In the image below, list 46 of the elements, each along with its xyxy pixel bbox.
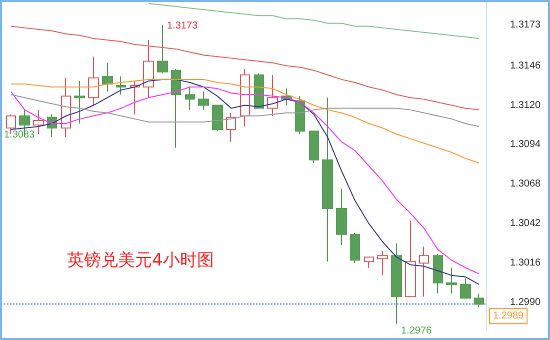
candlestick	[254, 72, 264, 109]
candlestick	[295, 96, 305, 135]
candlestick	[460, 278, 471, 299]
candlestick	[240, 68, 250, 128]
candlestick	[74, 80, 85, 124]
candlestick	[267, 74, 278, 116]
text: 英镑兑美元4小时图	[67, 250, 214, 270]
candlestick	[88, 56, 99, 106]
y-tick-label: 1.3146	[510, 60, 542, 72]
candlestick	[185, 86, 195, 110]
annotation: 1.3173	[167, 20, 198, 32]
y-tick-label: 1.3173	[510, 19, 542, 30]
candlestick	[446, 267, 457, 294]
candlestick	[419, 246, 429, 298]
candlestick	[350, 232, 360, 264]
line-series	[148, 3, 480, 39]
candlestick	[143, 39, 154, 98]
candlestick	[61, 77, 71, 138]
candlestick	[157, 24, 168, 74]
candlestick	[474, 293, 484, 308]
annotation: 1.2976	[401, 326, 432, 336]
line-series	[10, 94, 480, 128]
candlestick	[322, 97, 333, 262]
candlestick	[171, 68, 181, 148]
y-tick-label: 1.2990	[510, 297, 542, 308]
y-tick-label: 1.3120	[510, 100, 542, 111]
candlestick	[116, 76, 126, 96]
y-tick-label: 1.3042	[510, 218, 542, 230]
annotation: 1.3083	[4, 130, 36, 140]
ref-line-label: 1.2989	[493, 310, 524, 322]
y-tick-label: 1.3016	[510, 258, 542, 269]
y-tick-label: 1.3094	[510, 139, 542, 150]
candlestick	[102, 62, 113, 92]
candlestick	[309, 130, 319, 164]
candlestick	[212, 104, 223, 132]
candlestick	[226, 112, 236, 142]
y-tick-label: 1.3068	[510, 178, 542, 190]
candlestick	[377, 250, 388, 276]
candlestick	[130, 80, 140, 115]
candlestick	[336, 188, 347, 246]
candlestick	[433, 254, 443, 294]
candlestick	[198, 91, 209, 110]
candlestick	[33, 109, 44, 135]
candlestick	[364, 256, 374, 268]
candlestick	[391, 242, 402, 324]
candlestick	[405, 220, 416, 298]
